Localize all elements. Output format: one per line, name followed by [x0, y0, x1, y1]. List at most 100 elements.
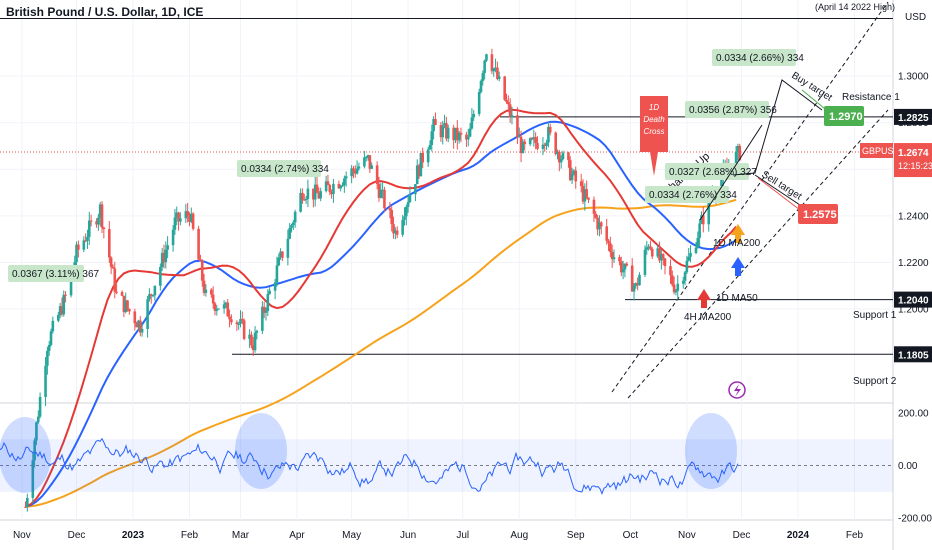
candle-body: [235, 322, 239, 325]
candle-body: [446, 127, 450, 139]
candle-body: [279, 251, 282, 258]
candle: [605, 218, 609, 245]
candle: [609, 236, 612, 257]
candle-body: [441, 126, 445, 138]
candle-body: [36, 416, 40, 423]
candle-body: [625, 263, 629, 266]
candle: [472, 109, 476, 121]
candle-body: [579, 181, 583, 187]
candle: [468, 123, 472, 138]
candle-body: [485, 54, 488, 61]
candle-body: [255, 330, 259, 333]
candle-body: [237, 323, 240, 325]
candle: [530, 136, 534, 141]
candle-body: [456, 127, 459, 141]
candle-body: [439, 125, 443, 138]
candle: [543, 142, 547, 152]
candle: [548, 123, 552, 136]
measure-box-6-text: 0.0334 (2.76%) 334: [649, 190, 737, 201]
support1-label: Support 1: [853, 310, 897, 321]
candle: [428, 140, 432, 150]
candle-body: [432, 119, 435, 132]
candle-body: [224, 302, 228, 305]
candle-body: [623, 263, 627, 270]
candle-body: [483, 60, 486, 74]
candle: [330, 189, 333, 199]
symbol-tag: GBPUSD: [860, 143, 901, 158]
candle-body: [426, 149, 430, 163]
candle: [496, 61, 499, 81]
candle-body: [228, 316, 231, 320]
y-tick-label: 1.3000: [898, 72, 929, 83]
candle-body: [226, 302, 230, 317]
candle: [598, 215, 601, 237]
candle-body: [477, 92, 481, 114]
candle-body: [694, 247, 698, 253]
candle-body: [200, 260, 204, 281]
candle-body: [149, 294, 153, 296]
candle-body: [663, 258, 667, 267]
candle: [343, 175, 346, 193]
candle: [623, 263, 627, 278]
x-tick-label: Jul: [456, 530, 469, 541]
osc-tick-label: -200.00: [898, 514, 932, 525]
candle-body: [366, 155, 370, 158]
candle-body: [38, 396, 42, 417]
candle-body: [609, 243, 612, 252]
candle-body: [404, 206, 408, 217]
candle: [215, 305, 219, 316]
candle: [683, 270, 687, 286]
candle-body: [647, 246, 650, 248]
candle: [736, 143, 740, 161]
candle-body: [503, 76, 506, 100]
candle-body: [281, 251, 284, 258]
candle-body: [689, 252, 692, 257]
measure-box-2-text: 0.0334 (2.74%) 334: [241, 164, 329, 175]
candle: [49, 328, 53, 347]
candle-body: [306, 188, 310, 199]
candle-body: [159, 267, 162, 286]
candle-body: [570, 173, 574, 181]
last-price-tag: 1.2674 12:15:23: [894, 143, 932, 178]
candle-body: [328, 185, 332, 192]
candle-body: [215, 308, 219, 311]
candle: [599, 221, 603, 235]
candle: [226, 298, 230, 317]
candle-body: [191, 213, 195, 229]
candle: [319, 187, 322, 202]
candle-body: [656, 248, 660, 257]
candle-body: [64, 294, 67, 296]
candle: [452, 124, 455, 149]
candle: [24, 501, 27, 508]
x-tick-label: Nov: [13, 530, 31, 541]
candle-body: [312, 188, 315, 200]
candle: [332, 179, 335, 203]
candle: [670, 270, 674, 287]
candle: [561, 150, 565, 161]
candle-body: [610, 251, 614, 260]
candle: [672, 276, 676, 295]
death-cross-line3: Cross: [644, 127, 665, 136]
candle: [202, 273, 206, 296]
price-axis: Nov Dec 2023 Feb Mar Apr May Jun Jul Aug Sep Oct Nov…: [13, 12, 932, 541]
candle-body: [253, 332, 257, 351]
candle-body: [302, 199, 306, 201]
candle-body: [392, 224, 395, 234]
candle-body: [126, 300, 129, 310]
candle: [46, 346, 49, 375]
candle: [77, 240, 80, 258]
sell-projection-path: [754, 174, 801, 206]
candle: [313, 176, 317, 207]
candle: [510, 106, 514, 125]
candle: [241, 311, 244, 325]
candle: [669, 259, 672, 284]
candle-body: [268, 290, 271, 294]
candle-body: [661, 254, 665, 259]
candle-body: [443, 123, 446, 127]
candle: [279, 248, 282, 260]
candle: [242, 318, 246, 341]
candle: [190, 207, 193, 224]
candle-body: [468, 128, 472, 137]
candle-body: [266, 293, 270, 312]
